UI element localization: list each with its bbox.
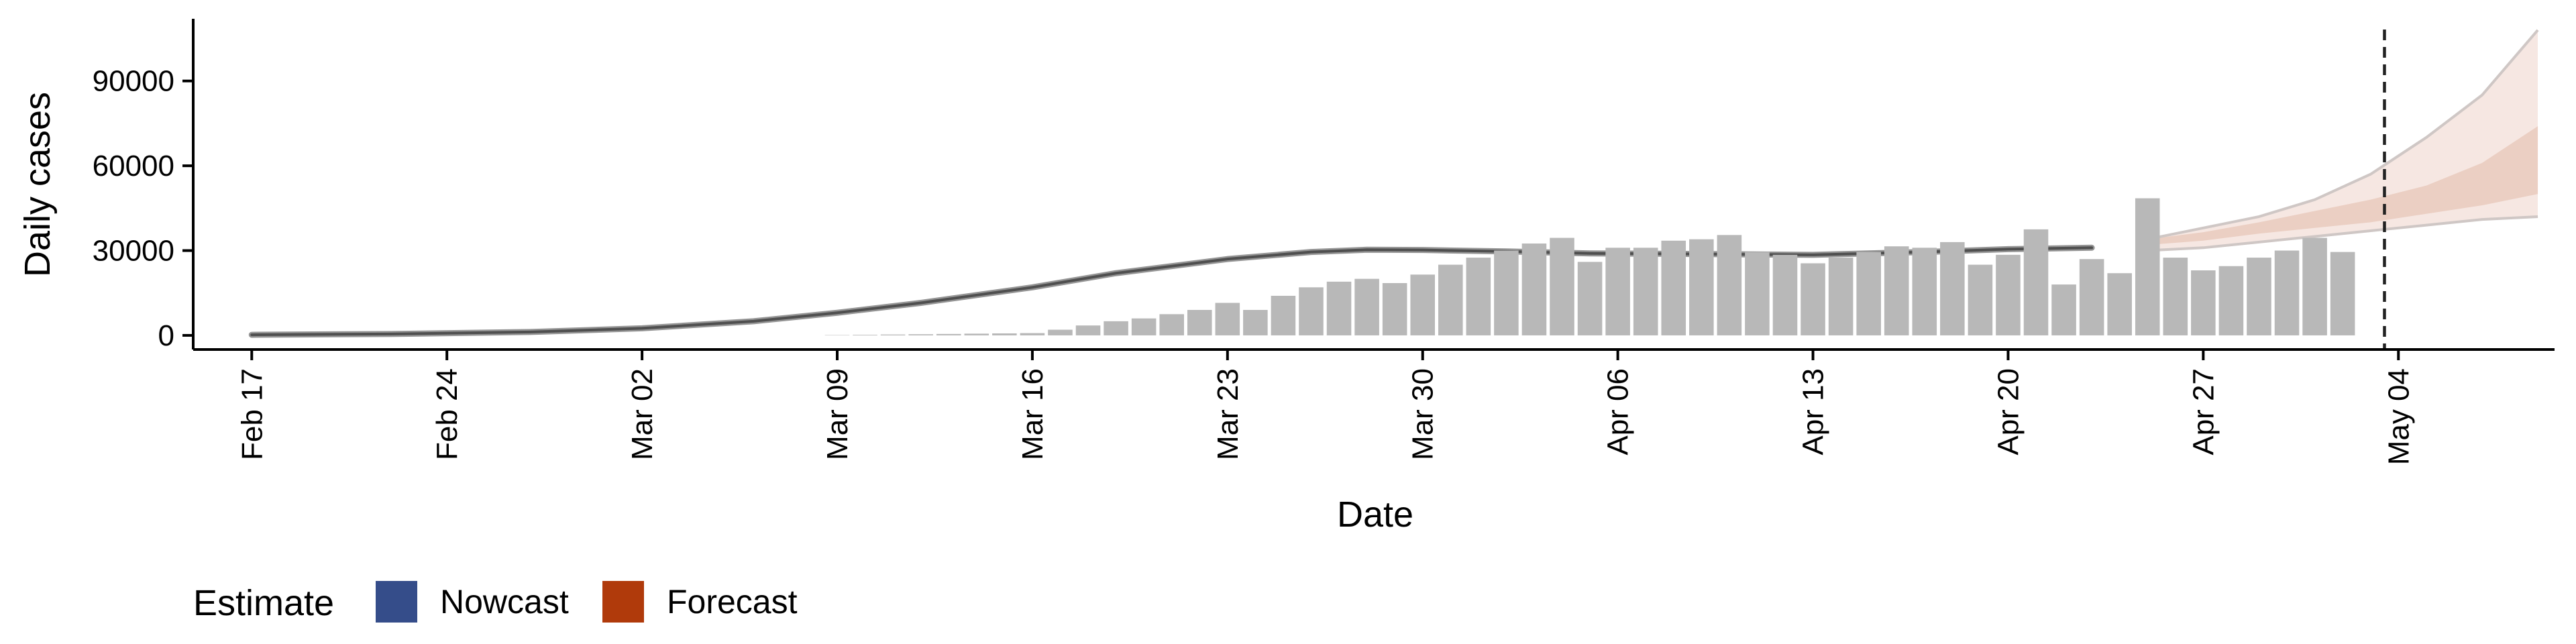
reported-cases-bar bbox=[1215, 303, 1240, 335]
x-tick-label: Mar 23 bbox=[1212, 368, 1244, 460]
reported-cases-bar bbox=[2135, 198, 2160, 335]
reported-cases-bar bbox=[2218, 266, 2244, 335]
y-tick-label: 90000 bbox=[93, 65, 174, 98]
x-tick-label: Mar 02 bbox=[626, 368, 659, 460]
x-tick-label: Feb 24 bbox=[431, 368, 464, 460]
reported-cases-bars bbox=[824, 198, 2355, 336]
reported-cases-bar bbox=[1438, 264, 1463, 335]
reported-cases-bar bbox=[908, 334, 933, 335]
reported-cases-bar bbox=[964, 333, 989, 335]
reported-cases-bar bbox=[1884, 246, 1909, 335]
reported-cases-bar bbox=[1354, 278, 1379, 335]
reported-cases-bar bbox=[1801, 263, 1825, 335]
x-axis-title: Date bbox=[1337, 494, 1413, 535]
reported-cases-bar bbox=[2107, 273, 2132, 335]
x-tick-label: Mar 30 bbox=[1407, 368, 1440, 460]
reported-cases-bar bbox=[2163, 258, 2188, 335]
y-tick-label: 0 bbox=[158, 319, 174, 352]
reported-cases-bar bbox=[1521, 243, 1547, 335]
reported-cases-bar bbox=[1717, 235, 1742, 335]
y-axis-title: Daily cases bbox=[17, 92, 58, 277]
estimate-line-layer bbox=[248, 244, 2095, 338]
reported-cases-bar bbox=[1633, 248, 1658, 335]
x-tick-label: Apr 20 bbox=[1992, 368, 2025, 455]
reported-cases-bar bbox=[936, 333, 961, 335]
legend-swatch-nowcast bbox=[376, 581, 417, 623]
reported-cases-bar bbox=[1912, 248, 1937, 335]
x-tick-label: Feb 17 bbox=[235, 368, 268, 460]
reported-cases-bar bbox=[2247, 258, 2271, 335]
reported-cases-bar bbox=[1772, 254, 1798, 335]
estimate-line bbox=[250, 246, 2094, 337]
reported-cases-bar bbox=[2330, 252, 2355, 335]
reported-cases-bar bbox=[1243, 310, 1268, 335]
reported-cases-bar bbox=[1075, 325, 1101, 335]
reported-cases-bar bbox=[1605, 248, 1630, 335]
forecast-upper-edge bbox=[2147, 29, 2539, 241]
reported-cases-bar bbox=[1577, 262, 1603, 335]
reported-cases-bar bbox=[1661, 240, 1686, 335]
y-tick-label: 30000 bbox=[93, 235, 174, 268]
reported-cases-bar bbox=[1996, 254, 2021, 335]
x-tick-label: Apr 06 bbox=[1602, 368, 1635, 455]
reported-cases-bar bbox=[1689, 239, 1714, 335]
reported-cases-bar bbox=[1828, 258, 1854, 335]
forecast-lower-edge bbox=[2147, 215, 2538, 252]
legend-swatch-forecast bbox=[602, 581, 644, 623]
reported-cases-bar bbox=[1745, 252, 1770, 335]
reported-cases-bar bbox=[1326, 281, 1352, 335]
reported-cases-bar bbox=[1466, 258, 1491, 335]
y-tick-label: 60000 bbox=[93, 150, 174, 182]
x-tick-label: Mar 09 bbox=[821, 368, 854, 460]
legend: Estimate Nowcast Forecast bbox=[193, 581, 798, 623]
reported-cases-bar bbox=[1410, 274, 1436, 335]
legend-label-forecast: Forecast bbox=[667, 583, 798, 621]
reported-cases-bar bbox=[1104, 321, 1128, 335]
reported-cases-bar bbox=[2191, 270, 2216, 335]
reported-cases-bar bbox=[1299, 287, 1324, 335]
reported-cases-bar bbox=[1048, 329, 1073, 335]
reported-cases-bar bbox=[1020, 333, 1045, 335]
reported-cases-bar bbox=[1382, 282, 1407, 335]
reported-cases-bar bbox=[1550, 237, 1574, 335]
legend-title: Estimate bbox=[193, 583, 334, 623]
forecast-inner-band bbox=[2147, 126, 2538, 246]
x-tick-label: Apr 27 bbox=[2187, 368, 2220, 455]
reported-cases-bar bbox=[1271, 295, 1296, 335]
reported-cases-bar bbox=[1159, 314, 1184, 335]
reported-cases-bar bbox=[2302, 237, 2327, 335]
forecast-band-layer bbox=[2147, 29, 2539, 252]
x-tick-label: May 04 bbox=[2382, 368, 2415, 465]
reported-cases-bar bbox=[1856, 252, 1881, 335]
reported-cases-bar bbox=[824, 335, 850, 336]
reported-cases-bar bbox=[992, 333, 1017, 335]
reported-cases-bar bbox=[1494, 250, 1519, 335]
reported-cases-bar bbox=[2023, 229, 2049, 335]
reported-cases-bar bbox=[1940, 241, 1965, 335]
x-tick-label: Mar 16 bbox=[1016, 368, 1049, 460]
reported-cases-bar bbox=[1131, 318, 1157, 335]
legend-label-nowcast: Nowcast bbox=[440, 583, 569, 621]
reported-cases-bar bbox=[2079, 259, 2104, 335]
x-tick-label: Apr 13 bbox=[1797, 368, 1830, 455]
reported-cases-bar bbox=[2274, 250, 2300, 335]
reported-cases-bar bbox=[2051, 284, 2076, 335]
reported-cases-bar bbox=[1187, 310, 1212, 335]
axes: 0 30000 60000 90000 Feb 17 Feb 24 Mar 02 Mar 09… bbox=[93, 19, 2555, 465]
reported-cases-bar bbox=[1968, 264, 1993, 335]
